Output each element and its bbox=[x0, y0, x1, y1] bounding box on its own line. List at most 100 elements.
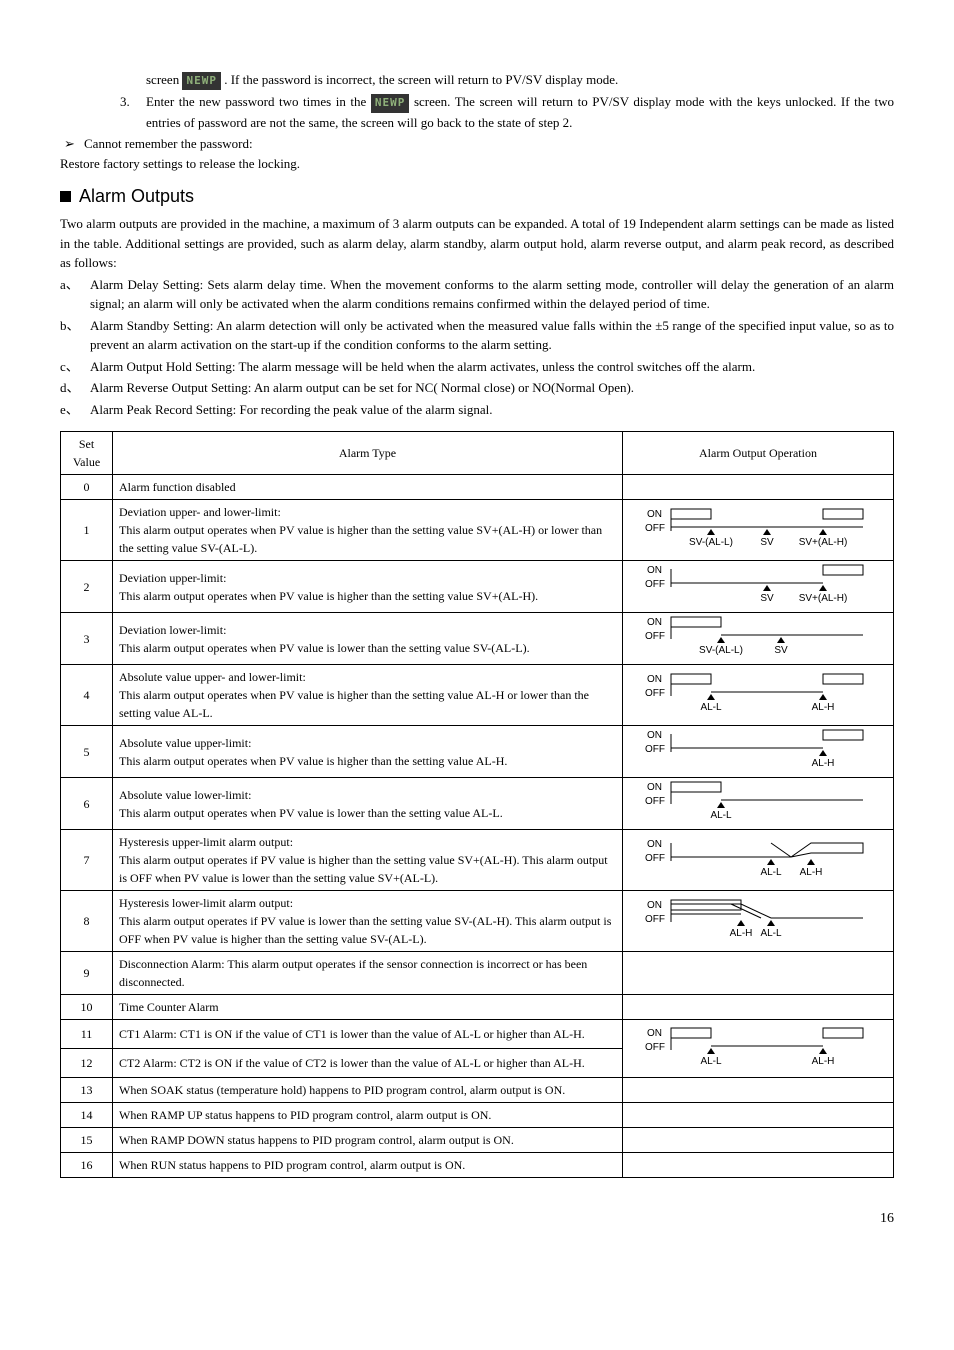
svg-text:AL-H: AL-H bbox=[730, 928, 753, 939]
cell-alarm-op: ON OFF AL-H bbox=[623, 726, 894, 778]
table-row: 8Hysteresis lower-limit alarm output:Thi… bbox=[61, 891, 894, 952]
restore-text: Restore factory settings to release the … bbox=[60, 154, 894, 174]
cell-alarm-op bbox=[623, 475, 894, 500]
svg-text:SV+(AL-H): SV+(AL-H) bbox=[799, 593, 848, 604]
letter-item: c、Alarm Output Hold Setting: The alarm m… bbox=[60, 357, 894, 377]
cell-alarm-type: When RAMP UP status happens to PID progr… bbox=[113, 1103, 623, 1128]
svg-text:OFF: OFF bbox=[645, 579, 665, 590]
cell-set-value: 3 bbox=[61, 613, 113, 665]
svg-text:AL-H: AL-H bbox=[812, 758, 835, 769]
svg-text:ON: ON bbox=[647, 730, 662, 741]
svg-text:ON: ON bbox=[647, 900, 662, 911]
svg-text:ON: ON bbox=[647, 674, 662, 685]
col-type: Alarm Type bbox=[113, 432, 623, 475]
cell-set-value: 12 bbox=[61, 1049, 113, 1078]
cell-alarm-type: CT2 Alarm: CT2 is ON if the value of CT2… bbox=[113, 1049, 623, 1078]
letter-text: Alarm Reverse Output Setting: An alarm o… bbox=[90, 378, 894, 398]
svg-text:AL-H: AL-H bbox=[812, 1056, 835, 1067]
letter-item: e、Alarm Peak Record Setting: For recordi… bbox=[60, 400, 894, 420]
cell-set-value: 7 bbox=[61, 830, 113, 891]
letter-label: d、 bbox=[60, 378, 90, 398]
table-row: 7Hysteresis upper-limit alarm output:Thi… bbox=[61, 830, 894, 891]
table-row: 3Deviation lower-limit:This alarm output… bbox=[61, 613, 894, 665]
cell-alarm-op: ON OFF AL-H AL-L bbox=[623, 891, 894, 952]
arrow-icon: ➢ bbox=[60, 134, 84, 154]
svg-text:OFF: OFF bbox=[645, 688, 665, 699]
cell-set-value: 10 bbox=[61, 995, 113, 1020]
svg-text:ON: ON bbox=[647, 782, 662, 793]
table-row: 2Deviation upper-limit:This alarm output… bbox=[61, 561, 894, 613]
cell-alarm-type: Hysteresis lower-limit alarm output:This… bbox=[113, 891, 623, 952]
cell-alarm-type: Deviation lower-limit:This alarm output … bbox=[113, 613, 623, 665]
cell-set-value: 2 bbox=[61, 561, 113, 613]
cell-alarm-op bbox=[623, 1103, 894, 1128]
section-title: Alarm Outputs bbox=[60, 183, 894, 210]
cell-alarm-op: ON OFF SVSV+(AL-H) bbox=[623, 561, 894, 613]
intro-line: screen NEWP . If the password is incorre… bbox=[60, 70, 894, 90]
cell-alarm-op bbox=[623, 1078, 894, 1103]
cell-alarm-op bbox=[623, 1153, 894, 1178]
svg-text:AL-L: AL-L bbox=[700, 702, 722, 713]
cell-alarm-op: ON OFF SV-(AL-L)SVSV+(AL-H) bbox=[623, 500, 894, 561]
cell-alarm-type: When RUN status happens to PID program c… bbox=[113, 1153, 623, 1178]
table-row: 9Disconnection Alarm: This alarm output … bbox=[61, 952, 894, 995]
svg-text:ON: ON bbox=[647, 1028, 662, 1039]
svg-text:AL-L: AL-L bbox=[700, 1056, 722, 1067]
svg-text:OFF: OFF bbox=[645, 523, 665, 534]
cell-alarm-type: CT1 Alarm: CT1 is ON if the value of CT1… bbox=[113, 1020, 623, 1049]
letter-text: Alarm Output Hold Setting: The alarm mes… bbox=[90, 357, 894, 377]
letter-label: a、 bbox=[60, 275, 90, 314]
intro-suffix: . If the password is incorrect, the scre… bbox=[224, 72, 618, 87]
col-set: Set Value bbox=[61, 432, 113, 475]
table-row: 15When RAMP DOWN status happens to PID p… bbox=[61, 1128, 894, 1153]
cell-alarm-type: Absolute value lower-limit:This alarm ou… bbox=[113, 778, 623, 830]
cell-alarm-op: ON OFF AL-L bbox=[623, 778, 894, 830]
cannot-remember: ➢ Cannot remember the password: bbox=[60, 134, 894, 154]
cell-set-value: 16 bbox=[61, 1153, 113, 1178]
table-row: 10Time Counter Alarm bbox=[61, 995, 894, 1020]
letter-item: b、Alarm Standby Setting: An alarm detect… bbox=[60, 316, 894, 355]
letter-label: e、 bbox=[60, 400, 90, 420]
step-number: 3. bbox=[100, 92, 146, 132]
cell-alarm-type: When RAMP DOWN status happens to PID pro… bbox=[113, 1128, 623, 1153]
letter-label: b、 bbox=[60, 316, 90, 355]
table-row: 16When RUN status happens to PID program… bbox=[61, 1153, 894, 1178]
svg-text:OFF: OFF bbox=[645, 744, 665, 755]
svg-text:ON: ON bbox=[647, 509, 662, 520]
letter-item: a、Alarm Delay Setting: Sets alarm delay … bbox=[60, 275, 894, 314]
table-row: 6Absolute value lower-limit:This alarm o… bbox=[61, 778, 894, 830]
table-row: 13When SOAK status (temperature hold) ha… bbox=[61, 1078, 894, 1103]
cell-alarm-type: When SOAK status (temperature hold) happ… bbox=[113, 1078, 623, 1103]
svg-text:AL-L: AL-L bbox=[710, 810, 732, 821]
svg-text:AL-L: AL-L bbox=[760, 867, 782, 878]
cell-alarm-op bbox=[623, 1128, 894, 1153]
letters-list: a、Alarm Delay Setting: Sets alarm delay … bbox=[60, 275, 894, 420]
col-op: Alarm Output Operation bbox=[623, 432, 894, 475]
table-row: 5Absolute value upper-limit:This alarm o… bbox=[61, 726, 894, 778]
table-row: 0Alarm function disabled bbox=[61, 475, 894, 500]
svg-text:SV+(AL-H): SV+(AL-H) bbox=[799, 537, 848, 548]
svg-text:AL-L: AL-L bbox=[760, 928, 782, 939]
svg-text:AL-H: AL-H bbox=[800, 867, 823, 878]
svg-text:OFF: OFF bbox=[645, 1042, 665, 1053]
cell-set-value: 4 bbox=[61, 665, 113, 726]
svg-text:SV: SV bbox=[774, 645, 788, 656]
cannot-remember-text: Cannot remember the password: bbox=[84, 134, 253, 154]
svg-text:ON: ON bbox=[647, 839, 662, 850]
cell-alarm-op: ON OFF AL-LAL-H bbox=[623, 830, 894, 891]
table-row: 14When RAMP UP status happens to PID pro… bbox=[61, 1103, 894, 1128]
section-title-text: Alarm Outputs bbox=[79, 183, 194, 210]
cell-alarm-type: Time Counter Alarm bbox=[113, 995, 623, 1020]
cell-set-value: 6 bbox=[61, 778, 113, 830]
cell-set-value: 14 bbox=[61, 1103, 113, 1128]
svg-text:SV: SV bbox=[760, 593, 774, 604]
svg-text:AL-H: AL-H bbox=[812, 702, 835, 713]
svg-text:OFF: OFF bbox=[645, 914, 665, 925]
cell-set-value: 13 bbox=[61, 1078, 113, 1103]
cell-set-value: 9 bbox=[61, 952, 113, 995]
cell-set-value: 5 bbox=[61, 726, 113, 778]
letter-text: Alarm Standby Setting: An alarm detectio… bbox=[90, 316, 894, 355]
table-row: 11CT1 Alarm: CT1 is ON if the value of C… bbox=[61, 1020, 894, 1049]
cell-alarm-type: Deviation upper- and lower-limit:This al… bbox=[113, 500, 623, 561]
cell-alarm-type: Absolute value upper-limit:This alarm ou… bbox=[113, 726, 623, 778]
